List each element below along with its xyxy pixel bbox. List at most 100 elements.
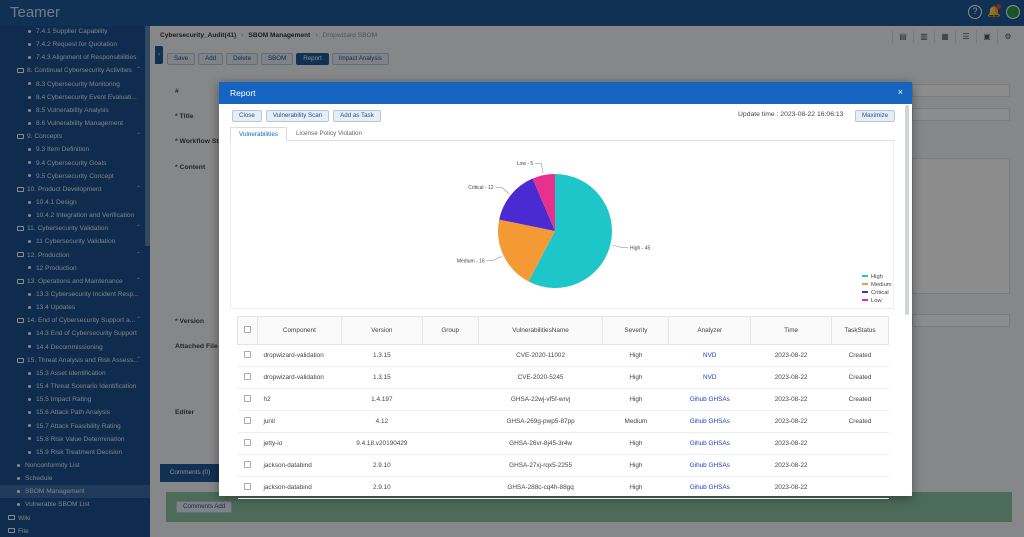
sidebar-item[interactable]: 15.5 Impact Rating <box>0 393 150 406</box>
chevron-up-icon[interactable]: ⌃ <box>135 277 141 284</box>
chevron-up-icon[interactable]: ⌃ <box>135 133 141 140</box>
sidebar-item[interactable]: 12 Production <box>0 262 150 275</box>
sidebar-item[interactable]: 14.3 End of Cybersecurity Support <box>0 327 150 340</box>
scrollbar-thumb[interactable] <box>905 105 909 315</box>
legend-item[interactable]: Medium <box>862 281 892 289</box>
bell-icon[interactable]: 🔔 <box>987 4 1001 18</box>
content-field[interactable] <box>912 158 1010 294</box>
pie-slice-low[interactable] <box>532 174 555 231</box>
table-cell[interactable]: NVD <box>668 344 751 367</box>
col-group[interactable]: Group <box>421 316 479 345</box>
sidebar-item[interactable]: 15.9 Risk Treatment Decision <box>0 446 150 459</box>
tab-license-policy-violation[interactable]: License Policy Violation <box>296 130 363 137</box>
sidebar-item[interactable]: 13.3 Cybersecurity Incident Resp... <box>0 288 150 301</box>
export-icon[interactable]: ▦ <box>934 30 955 43</box>
row-checkbox[interactable] <box>237 476 258 499</box>
tab-vulnerabilities[interactable]: Vulnerabilities <box>230 127 287 141</box>
table-row[interactable]: dropwizard-validation 1.3.15 CVE-2020-5245… <box>237 366 889 389</box>
sidebar-item[interactable]: 10. Product Development ⌃ <box>0 183 150 196</box>
version-field[interactable] <box>912 314 1010 327</box>
sidebar-item[interactable]: 14.4 Decommissioning <box>0 341 150 354</box>
legend-item[interactable]: Critical <box>862 289 892 297</box>
col-component[interactable]: Component <box>256 316 342 345</box>
report-button[interactable]: Report <box>296 53 329 65</box>
save-button[interactable]: Save <box>167 53 196 65</box>
chevron-up-icon[interactable]: ⌃ <box>135 251 141 258</box>
sidebar-item[interactable]: 14. End of Cybersecurity Support a... ⌃ <box>0 314 150 327</box>
sidebar-item[interactable]: 15.4 Threat Scenario Identification <box>0 380 150 393</box>
chevron-up-icon[interactable]: ⌃ <box>135 317 141 324</box>
table-cell[interactable]: Gihub GHSAs <box>668 388 751 411</box>
sidebar-item[interactable]: 9.4 Cybersecurity Goals <box>0 157 150 170</box>
modal-scrollbar[interactable] <box>904 105 910 495</box>
sidebar-item[interactable]: 8. Continual Cybersecurity Activities ⌃ <box>0 64 150 77</box>
table-cell[interactable]: Gihub GHSAs <box>668 476 751 499</box>
select-all-checkbox[interactable] <box>237 316 258 345</box>
sidebar-item[interactable]: 13. Operations and Maintenance ⌃ <box>0 275 150 288</box>
sidebar-item[interactable]: 15.8 Risk Value Determination <box>0 433 150 446</box>
table-row[interactable]: h2 1.4.197 GHSA-22wj-vf5f-wrvj High Gihub GH… <box>237 388 889 411</box>
legend-item[interactable]: High <box>862 273 892 281</box>
sidebar-item[interactable]: 9.3 Item Definition <box>0 143 150 156</box>
vulnerability-scan-button[interactable]: Vulnerability Scan <box>265 110 330 122</box>
table-row[interactable]: dropwizard-validation 1.3.15 CVE-2020-1100… <box>237 344 889 367</box>
calendar-icon[interactable]: ▣ <box>976 30 997 43</box>
sidebar-item[interactable]: Nonconformity List <box>0 459 150 472</box>
sidebar-item[interactable]: 15.7 Attack Feasibility Rating <box>0 420 150 433</box>
col-vulnerabilities-name[interactable]: VulnerabilitiesName <box>477 316 604 345</box>
table-cell[interactable]: Gihub GHSAs <box>668 410 751 433</box>
help-icon[interactable]: ? <box>968 5 982 19</box>
sidebar-item[interactable]: 15.3 Asset Identification <box>0 367 150 380</box>
row-checkbox[interactable] <box>237 344 258 367</box>
breadcrumb-module[interactable]: SBOM Management <box>248 32 311 39</box>
sidebar-item[interactable]: Vulnerable SBOM List <box>0 498 150 511</box>
sidebar-item[interactable]: 7.4.1 Supplier Capability <box>0 26 150 38</box>
chevron-up-icon[interactable]: ⌃ <box>135 225 141 232</box>
delete-button[interactable]: Delete <box>226 53 259 65</box>
sidebar-collapse-button[interactable]: ‹ <box>155 46 163 64</box>
sidebar-item[interactable]: 11 Cybersecurity Validation <box>0 235 150 248</box>
sidebar-item[interactable]: 13.4 Updates <box>0 301 150 314</box>
list-icon[interactable]: ☰ <box>955 30 976 43</box>
sidebar-item[interactable]: 10.4.2 Integration and Verification <box>0 209 150 222</box>
table-cell[interactable]: Gihub GHSAs <box>668 432 751 455</box>
sidebar-item[interactable]: SBOM Management <box>0 485 150 499</box>
comments-tab[interactable]: Comments (0) <box>160 464 220 482</box>
no-field[interactable] <box>912 84 1010 97</box>
title-field[interactable] <box>912 108 1010 121</box>
table-row[interactable]: jackson-databind 2.9.10 GHSA-27xj-rqx5-225… <box>237 454 889 477</box>
sidebar-item[interactable]: 15.6 Attack Path Analysis <box>0 406 150 419</box>
pie-slice-critical[interactable] <box>499 178 555 231</box>
col-severity[interactable]: Severity <box>602 316 670 345</box>
table-cell[interactable]: Gihub GHSAs <box>668 454 751 477</box>
sbom-button[interactable]: SBOM <box>261 53 294 65</box>
col-analyzer[interactable]: Analyzer <box>668 316 752 345</box>
sidebar-item[interactable]: 11. Cybersecurity Validation ⌃ <box>0 222 150 235</box>
add-button[interactable]: Add <box>198 53 224 65</box>
legend-item[interactable]: Low <box>862 297 892 305</box>
pdf-icon[interactable]: ▤ <box>892 30 913 43</box>
sidebar-item[interactable]: 8.6 Vulnerability Management <box>0 117 150 130</box>
settings-icon[interactable]: ⚙ <box>997 30 1018 43</box>
pie-slice-medium[interactable] <box>498 219 555 282</box>
row-checkbox[interactable] <box>237 410 258 433</box>
table-row[interactable]: junit 4.12 GHSA-269g-pwp5-87pp Medium Gihub … <box>237 410 889 433</box>
comments-add-button[interactable]: Comments Add <box>176 501 233 513</box>
col-task-status[interactable]: TaskStatus <box>831 316 889 345</box>
impact-analysis-button[interactable]: Impact Analysis <box>331 53 389 65</box>
sidebar-item[interactable]: 8.5 Vulnerability Analysis <box>0 104 150 117</box>
sidebar-item[interactable]: 15. Threat Analysis and Risk Assess... ⌃ <box>0 354 150 367</box>
sidebar-item[interactable]: 9. Concepts ⌃ <box>0 130 150 143</box>
document-icon[interactable]: ▥ <box>913 30 934 43</box>
sidebar-scrollbar[interactable] <box>145 26 150 246</box>
avatar-icon[interactable] <box>1006 5 1020 19</box>
chevron-up-icon[interactable]: ⌃ <box>135 185 141 192</box>
row-checkbox[interactable] <box>237 366 258 389</box>
modal-close-icon[interactable]: × <box>897 87 903 97</box>
table-row[interactable]: jackson-databind 2.9.10 GHSA-288c-cq4h-88g… <box>237 476 889 499</box>
row-checkbox[interactable] <box>237 454 258 477</box>
sidebar-item[interactable]: File <box>0 525 150 537</box>
row-checkbox[interactable] <box>237 388 258 411</box>
col-version[interactable]: Version <box>340 316 423 345</box>
sidebar-item[interactable]: Schedule <box>0 472 150 485</box>
